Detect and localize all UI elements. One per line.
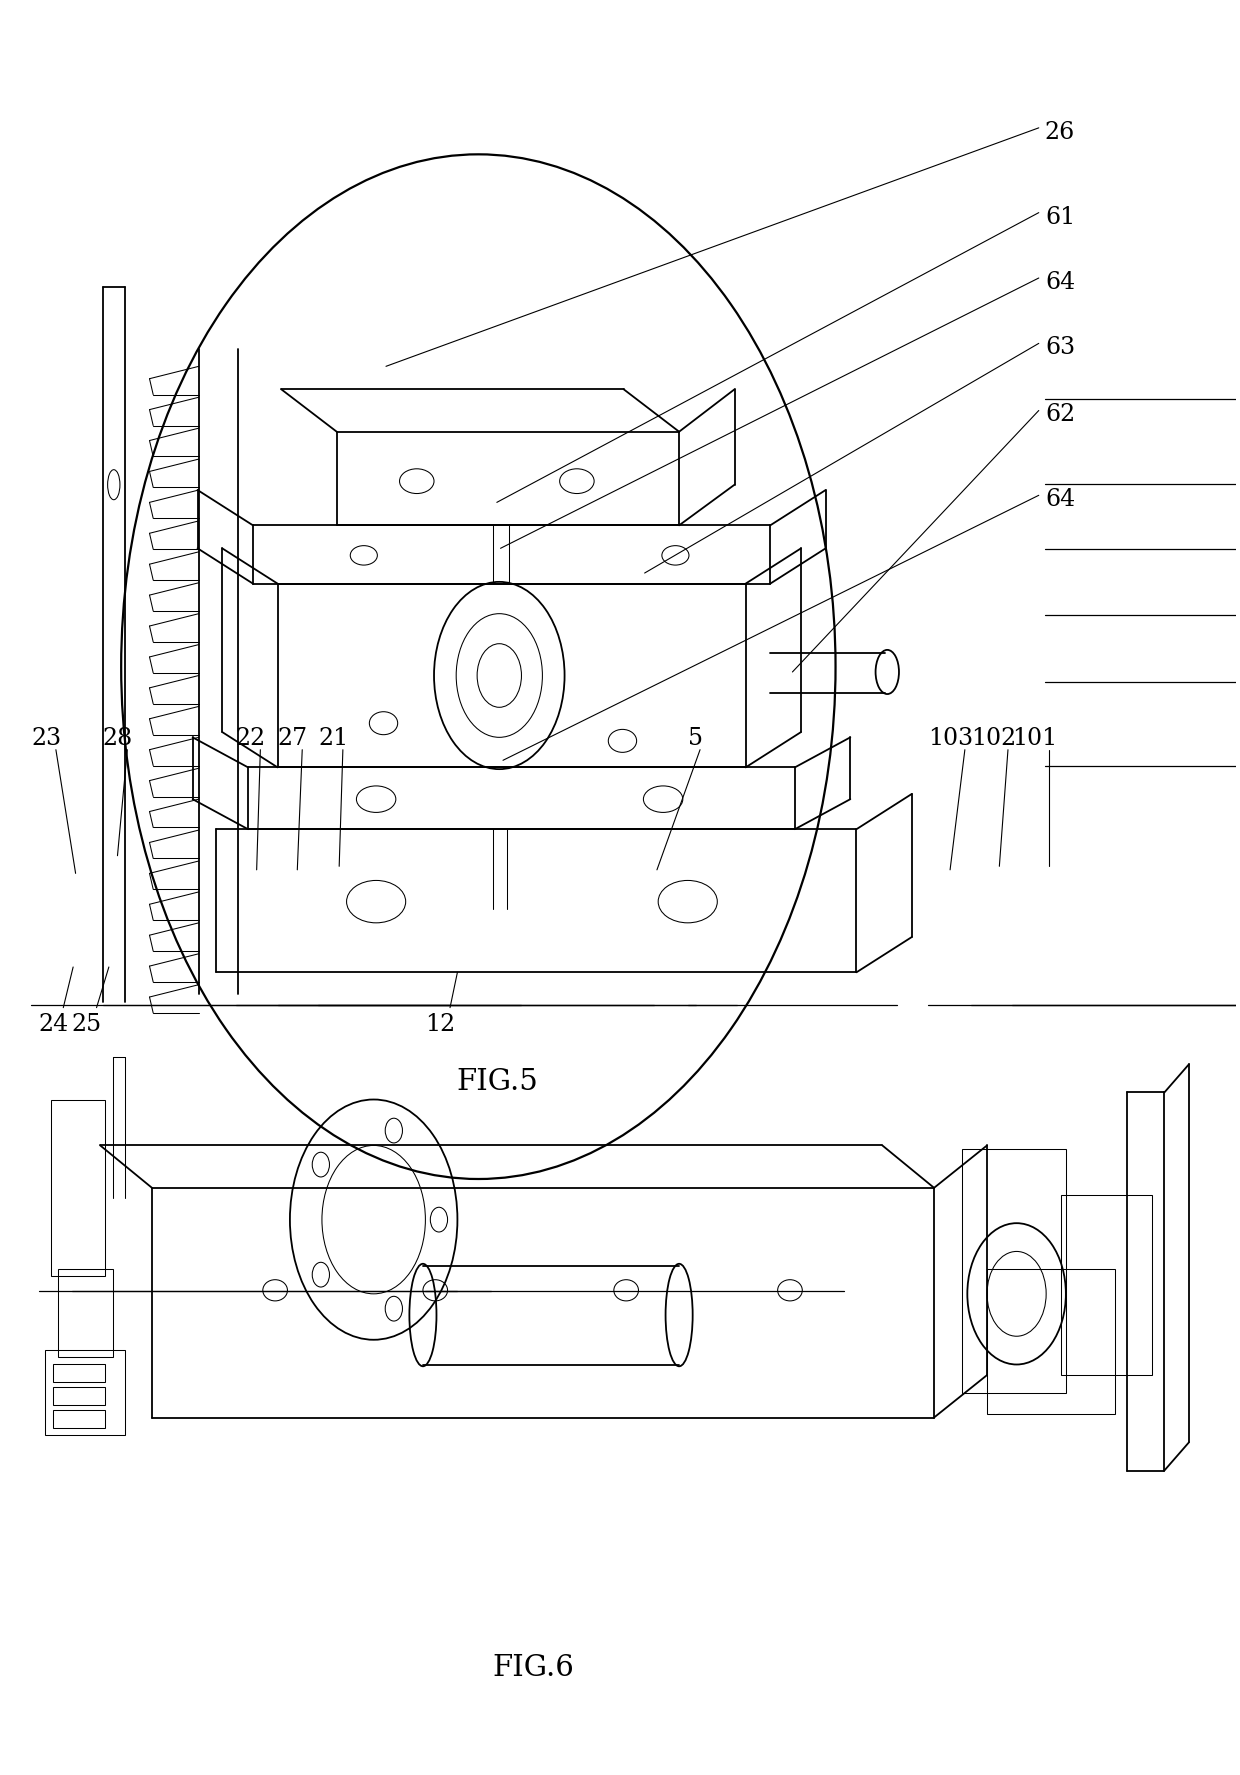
Text: 63: 63 [1045,335,1075,359]
Bar [1061,1195,1152,1376]
Text: 103: 103 [928,726,973,749]
Text: 12: 12 [425,1014,455,1037]
Text: 102: 102 [971,726,1017,749]
Text: 21: 21 [319,726,348,749]
Text: 5: 5 [688,726,703,749]
Bar [58,1269,113,1358]
Bar [51,1099,105,1276]
Text: 24: 24 [38,1014,69,1037]
Text: FIG.5: FIG.5 [456,1069,538,1095]
Bar [45,1351,125,1436]
Text: 62: 62 [1045,403,1075,426]
Text: 23: 23 [31,726,62,749]
Bar [53,1411,105,1429]
Text: 101: 101 [1012,726,1056,749]
Text: 61: 61 [1045,206,1075,229]
Bar [53,1365,105,1383]
Bar [987,1269,1115,1415]
Text: 22: 22 [236,726,265,749]
Text: 26: 26 [1045,121,1075,144]
Text: FIG.6: FIG.6 [492,1654,574,1683]
Text: 28: 28 [103,726,133,749]
Text: 27: 27 [278,726,308,749]
Text: 25: 25 [72,1014,102,1037]
Text: 64: 64 [1045,272,1075,295]
Bar [53,1388,105,1406]
Bar [962,1148,1066,1393]
Text: 64: 64 [1045,488,1075,511]
